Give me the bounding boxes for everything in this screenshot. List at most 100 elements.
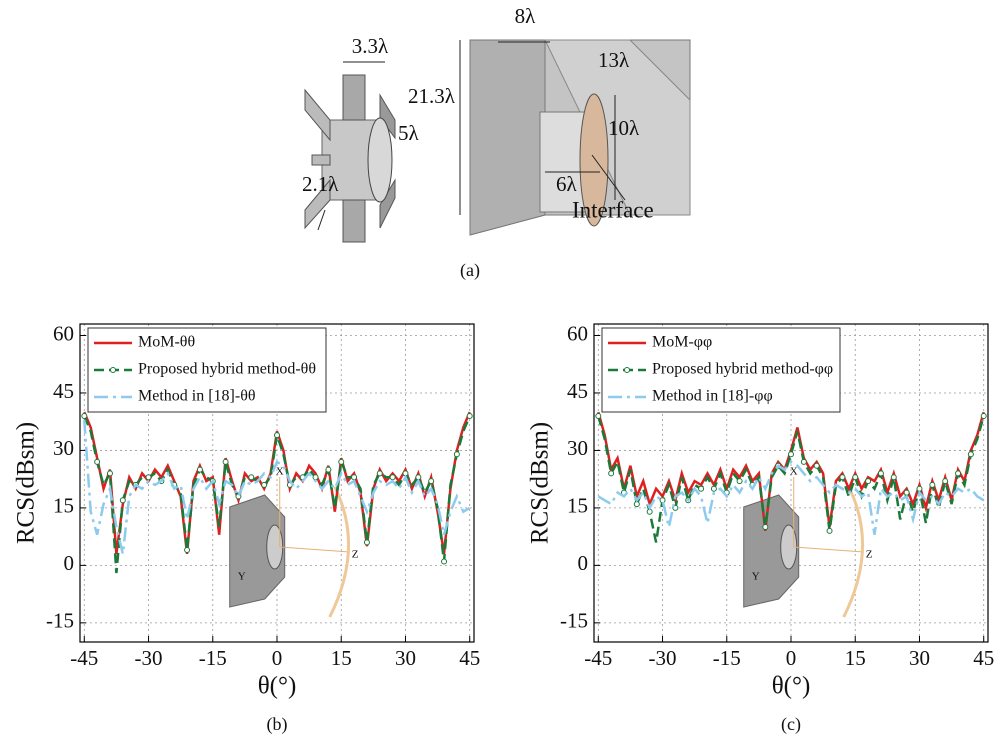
y-tick-label: 45 [53, 379, 74, 403]
series-marker [185, 548, 190, 553]
y-axis-label: RCS(dBsm) [13, 422, 40, 544]
series-marker [390, 475, 395, 480]
series-marker [377, 471, 382, 476]
series-marker [737, 479, 742, 484]
series-marker [326, 467, 331, 472]
series-marker [223, 459, 228, 464]
series-marker [275, 433, 280, 438]
series-marker [878, 471, 883, 476]
series-marker [917, 486, 922, 491]
rotor-drawing [305, 62, 395, 242]
legend-label: Proposed hybrid method-θθ [138, 361, 316, 378]
caption: (a) [460, 260, 480, 281]
legend-label: MoM-φφ [652, 334, 712, 351]
y-tick-label: 30 [567, 436, 588, 460]
inset-label: Z [866, 549, 873, 561]
x-tick-label: -15 [199, 646, 227, 670]
series-marker [442, 559, 447, 564]
series-marker [956, 471, 961, 476]
caption: (c) [781, 714, 801, 735]
series-marker [609, 471, 614, 476]
legend-marker [111, 368, 116, 373]
series-marker [146, 475, 151, 480]
series-marker [429, 479, 434, 484]
series-marker [814, 463, 819, 468]
inset-label: X [790, 466, 798, 478]
series-marker [981, 413, 986, 418]
y-tick-label: 15 [53, 494, 74, 518]
dimension-label: 13λ [598, 48, 630, 72]
dimension-label: 8λ [515, 4, 537, 28]
x-axis-label: θ(°) [772, 673, 811, 700]
series-marker [840, 475, 845, 480]
legend-label: MoM-θθ [138, 334, 195, 351]
series-marker [95, 459, 100, 464]
y-tick-label: -15 [560, 609, 588, 633]
series-marker [930, 482, 935, 487]
x-tick-label: 45 [973, 646, 994, 670]
y-tick-label: 0 [578, 551, 589, 575]
x-tick-label: 15 [845, 646, 866, 670]
series-marker [968, 452, 973, 457]
x-tick-label: -15 [713, 646, 741, 670]
dimension-label: 5λ [398, 121, 420, 145]
series-marker [120, 498, 125, 503]
y-tick-label: 0 [64, 551, 75, 575]
y-axis-label: RCS(dBsm) [527, 422, 554, 544]
y-tick-label: 30 [53, 436, 74, 460]
series-marker [891, 475, 896, 480]
series-marker [82, 413, 87, 418]
dimension-label: 10λ [608, 116, 640, 140]
y-tick-label: 45 [567, 379, 588, 403]
x-tick-label: 45 [459, 646, 480, 670]
caption: (b) [267, 714, 288, 735]
x-tick-label: 0 [786, 646, 797, 670]
dimension-label: 6λ [556, 172, 578, 196]
series-marker [467, 413, 472, 418]
series-marker [801, 459, 806, 464]
legend-label: Proposed hybrid method-φφ [652, 361, 833, 378]
figure: 3.3λ 21.3λ 5λ 2.1λ 8λ 13λ 10λ 6λ Interfa… [0, 0, 996, 741]
interface-label: Interface [572, 197, 654, 222]
y-tick-label: 15 [567, 494, 588, 518]
series-marker [789, 452, 794, 457]
series-marker [262, 482, 267, 487]
series-marker [454, 452, 459, 457]
series-marker [107, 471, 112, 476]
series-marker [866, 479, 871, 484]
series-marker [634, 502, 639, 507]
x-tick-label: -30 [135, 646, 163, 670]
legend-label: Method in [18]-θθ [138, 388, 256, 405]
series-marker [763, 525, 768, 530]
dimension-label: 2.1λ [302, 172, 339, 196]
x-tick-label: 0 [272, 646, 283, 670]
y-tick-label: 60 [567, 321, 588, 345]
x-tick-label: -45 [70, 646, 98, 670]
series-marker [197, 467, 202, 472]
x-tick-label: -30 [649, 646, 677, 670]
x-tick-label: 15 [331, 646, 352, 670]
x-axis-label: θ(°) [258, 673, 297, 700]
series-marker [364, 540, 369, 545]
x-tick-label: 30 [909, 646, 930, 670]
series-marker [339, 459, 344, 464]
y-tick-label: -15 [46, 609, 74, 633]
legend-marker [625, 368, 630, 373]
series-marker [596, 413, 601, 418]
series-marker [352, 475, 357, 480]
inset-label: X [276, 466, 284, 478]
y-tick-label: 60 [53, 321, 74, 345]
series-marker [711, 486, 716, 491]
series-marker [943, 479, 948, 484]
inset-label: Z [352, 549, 359, 561]
dimension-label: 3.3λ [352, 34, 389, 58]
x-tick-label: -45 [584, 646, 612, 670]
series-marker [313, 475, 318, 480]
series-marker [853, 475, 858, 480]
legend-label: Method in [18]-φφ [652, 388, 773, 405]
series-marker [660, 498, 665, 503]
inset-label: Y [752, 571, 760, 583]
series-marker [904, 490, 909, 495]
series-marker [249, 475, 254, 480]
x-tick-label: 30 [395, 646, 416, 670]
